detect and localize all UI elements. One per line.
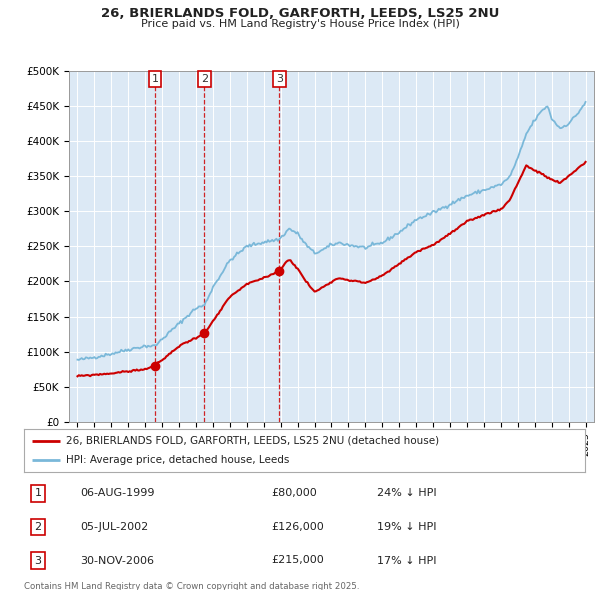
- Text: £80,000: £80,000: [271, 489, 317, 498]
- Text: 17% ↓ HPI: 17% ↓ HPI: [377, 556, 437, 565]
- Text: Contains HM Land Registry data © Crown copyright and database right 2025.
This d: Contains HM Land Registry data © Crown c…: [24, 582, 359, 590]
- Text: 3: 3: [35, 556, 41, 565]
- Text: 26, BRIERLANDS FOLD, GARFORTH, LEEDS, LS25 2NU: 26, BRIERLANDS FOLD, GARFORTH, LEEDS, LS…: [101, 7, 499, 20]
- Text: 06-AUG-1999: 06-AUG-1999: [80, 489, 155, 498]
- Text: 1: 1: [35, 489, 41, 498]
- Text: 05-JUL-2002: 05-JUL-2002: [80, 522, 148, 532]
- Text: HPI: Average price, detached house, Leeds: HPI: Average price, detached house, Leed…: [66, 455, 289, 466]
- Text: 30-NOV-2006: 30-NOV-2006: [80, 556, 154, 565]
- Text: 2: 2: [201, 74, 208, 84]
- Text: 26, BRIERLANDS FOLD, GARFORTH, LEEDS, LS25 2NU (detached house): 26, BRIERLANDS FOLD, GARFORTH, LEEDS, LS…: [66, 435, 439, 445]
- Text: 3: 3: [276, 74, 283, 84]
- Text: 19% ↓ HPI: 19% ↓ HPI: [377, 522, 437, 532]
- Text: Price paid vs. HM Land Registry's House Price Index (HPI): Price paid vs. HM Land Registry's House …: [140, 19, 460, 29]
- Text: £215,000: £215,000: [271, 556, 323, 565]
- Text: 2: 2: [34, 522, 41, 532]
- Text: £126,000: £126,000: [271, 522, 323, 532]
- Text: 1: 1: [152, 74, 158, 84]
- Text: 24% ↓ HPI: 24% ↓ HPI: [377, 489, 437, 498]
